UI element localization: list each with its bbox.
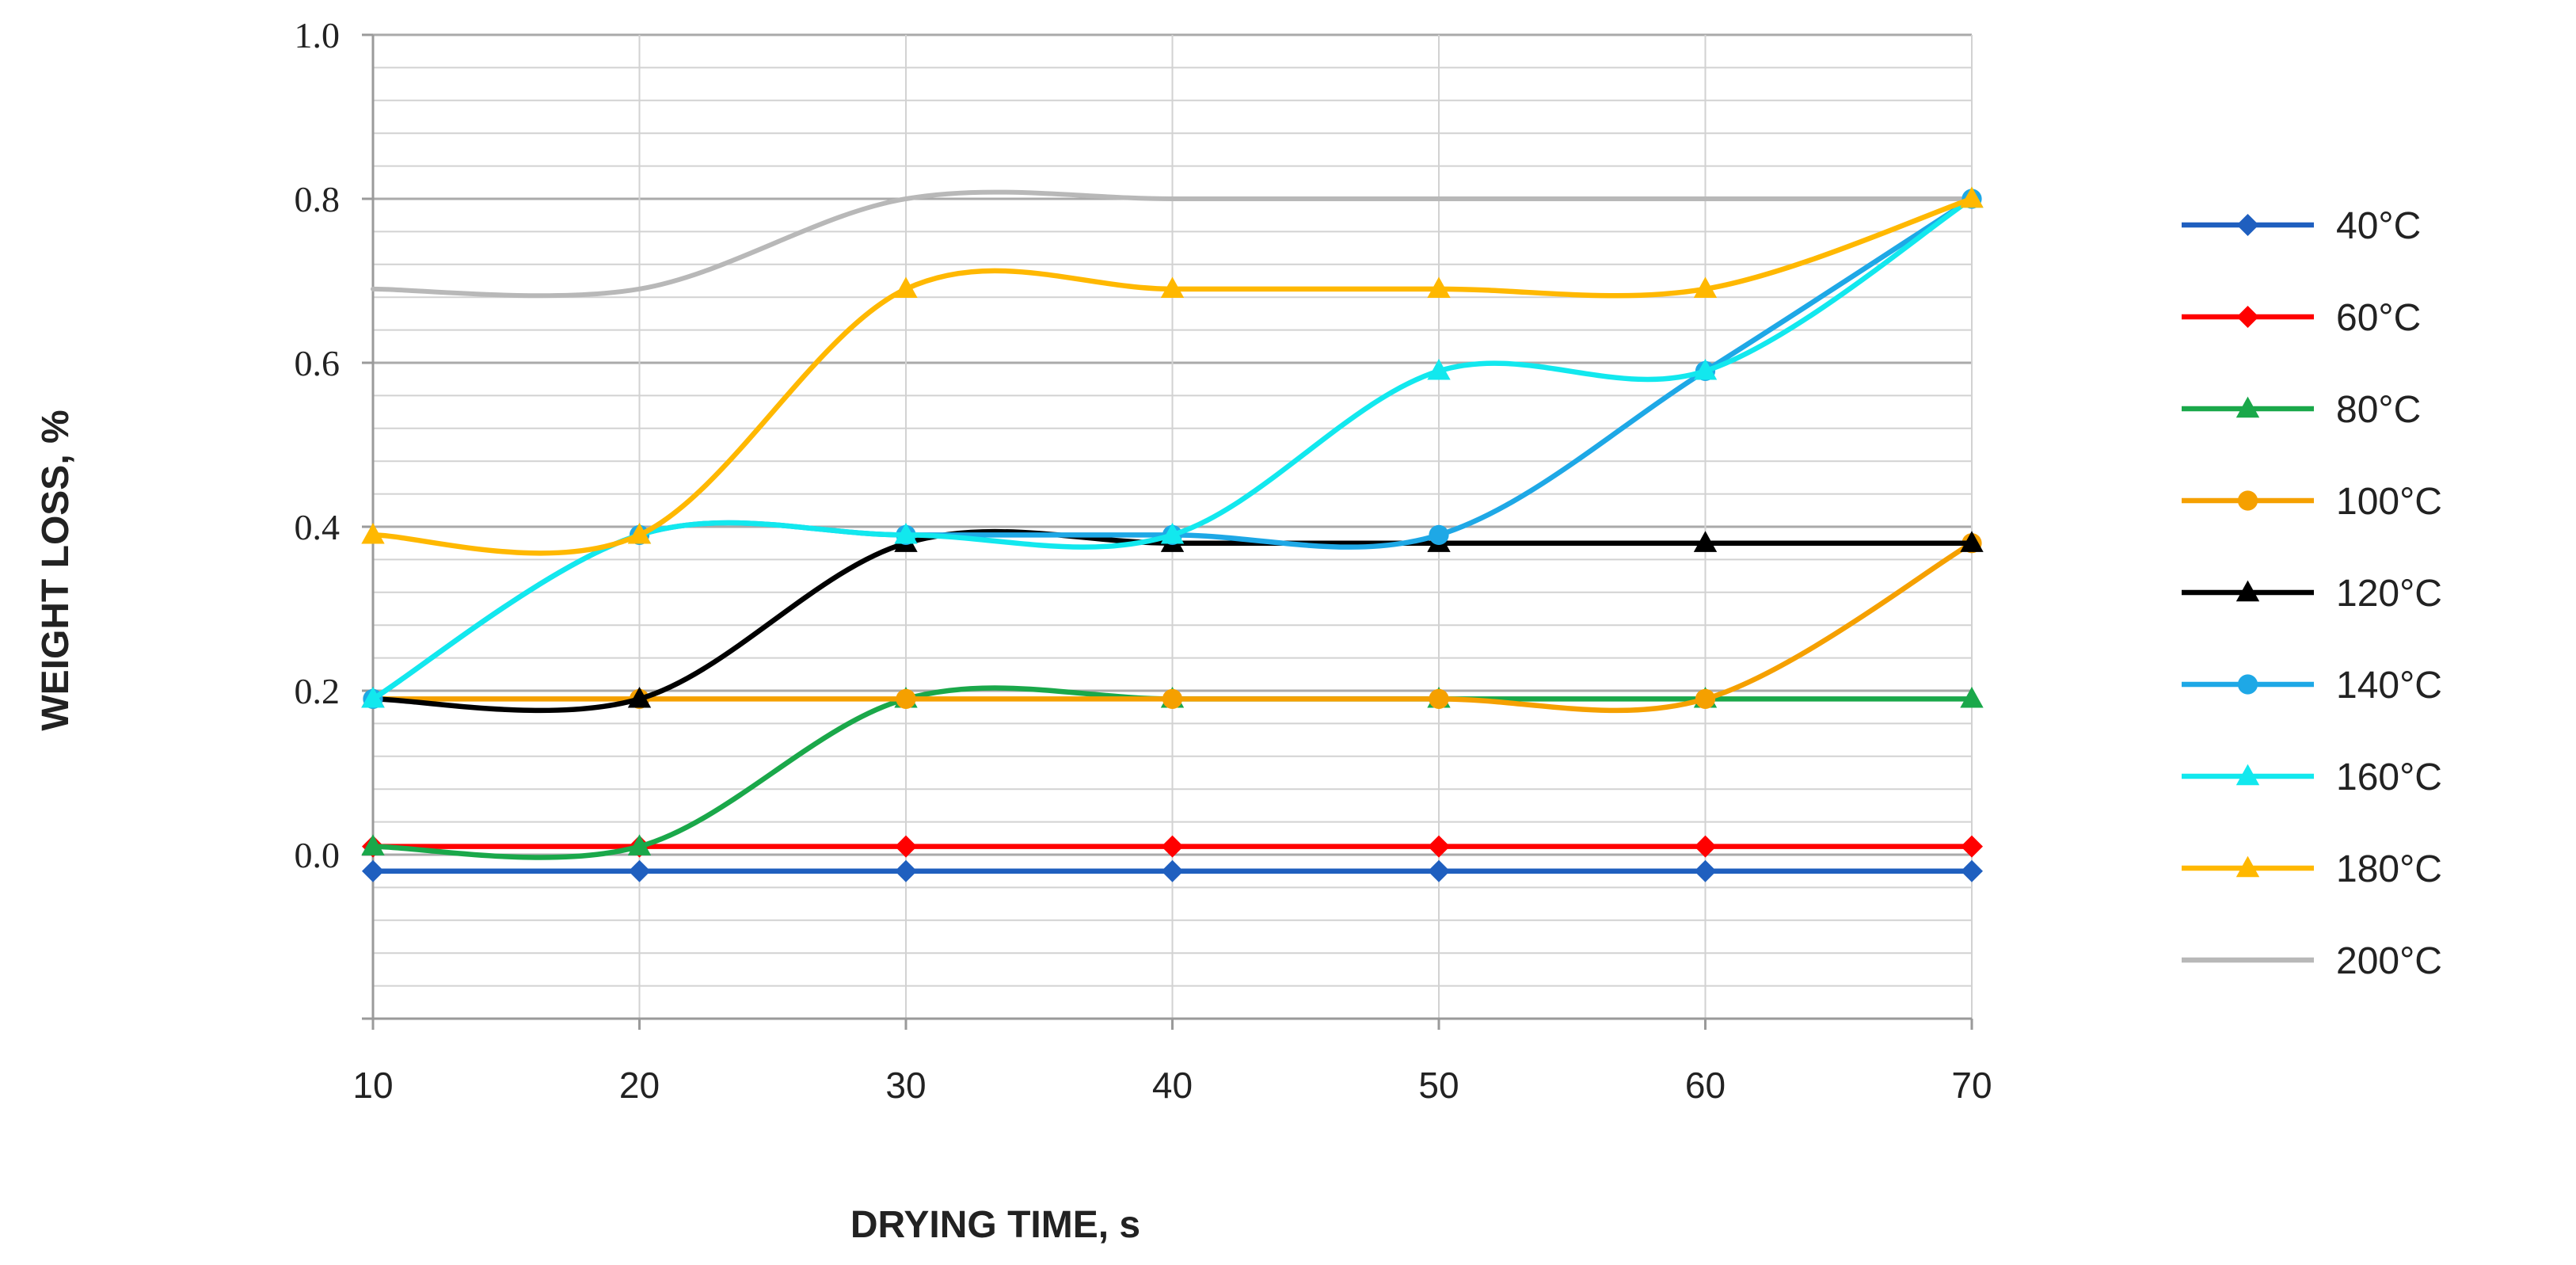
data-point	[627, 686, 652, 708]
legend-item-120c: 120°C	[2182, 573, 2442, 615]
legend-marker	[2237, 490, 2258, 511]
data-point	[1429, 688, 1449, 709]
data-point	[1960, 531, 1984, 552]
data-point	[1961, 859, 1983, 882]
data-point	[1960, 186, 1984, 208]
data-point	[1160, 522, 1185, 544]
data-point	[1160, 276, 1185, 299]
x-axis-title: DRYING TIME, s	[850, 1204, 1140, 1246]
legend-marker	[2237, 674, 2258, 695]
legend-marker	[2235, 396, 2260, 418]
data-point	[1693, 531, 1718, 552]
y-tick-label: 0.8	[295, 179, 341, 219]
legend-label: 80°C	[2336, 389, 2421, 431]
data-point	[1161, 835, 1184, 858]
data-point	[1428, 859, 1450, 882]
x-tick-label: 10	[352, 1065, 393, 1106]
data-point	[361, 522, 385, 544]
legend-marker	[2235, 855, 2260, 878]
y-axis-title: WEIGHT LOSS, %	[35, 410, 77, 730]
legend-item-180c: 180°C	[2182, 848, 2442, 890]
data-point	[1693, 276, 1718, 299]
legend-item-200c: 200°C	[2182, 940, 2442, 982]
data-point	[896, 688, 916, 709]
legend-marker	[2236, 214, 2259, 236]
legend-label: 160°C	[2336, 756, 2442, 798]
legend-label: 60°C	[2336, 297, 2421, 339]
y-tick-label: 0.0	[295, 835, 341, 875]
data-point	[361, 834, 385, 855]
data-point	[1694, 859, 1717, 882]
data-point	[1695, 688, 1716, 709]
data-point	[1161, 859, 1184, 882]
y-tick-label: 0.4	[295, 507, 341, 547]
legend-item-60c: 60°C	[2182, 297, 2421, 339]
data-point	[361, 686, 385, 708]
legend-item-140c: 140°C	[2182, 665, 2442, 707]
series-200c	[371, 189, 1974, 299]
legend-label: 40°C	[2336, 205, 2421, 247]
legend-marker	[2235, 764, 2260, 786]
legend-item-100c: 100°C	[2182, 481, 2442, 523]
data-point	[1162, 688, 1183, 709]
data-point	[628, 859, 651, 882]
legend-marker	[2236, 306, 2259, 328]
y-tick-label: 1.0	[295, 15, 341, 55]
x-tick-label: 20	[619, 1065, 660, 1106]
x-tick-label: 40	[1152, 1065, 1193, 1106]
legend-label: 200°C	[2336, 940, 2442, 982]
data-point	[1427, 358, 1451, 380]
x-tick-label: 30	[885, 1065, 926, 1106]
legend-label: 180°C	[2336, 848, 2442, 890]
x-tick-labels: 10 20 30 40 50 60 70	[352, 1065, 1992, 1106]
data-point	[895, 859, 917, 882]
legend-item-40c: 40°C	[2182, 205, 2421, 247]
y-tick-label: 0.2	[295, 671, 341, 711]
legend-label: 140°C	[2336, 665, 2442, 707]
series-40c	[362, 859, 1983, 882]
data-point	[1961, 835, 1983, 858]
y-tick-labels: 0.0 0.2 0.4 0.6 0.8 1.0	[295, 15, 341, 875]
series-lines	[361, 186, 1984, 882]
data-point	[894, 276, 918, 299]
legend-item-160c: 160°C	[2182, 756, 2442, 798]
legend-label: 120°C	[2336, 573, 2442, 615]
data-point	[362, 859, 384, 882]
series-180c	[361, 186, 1984, 556]
data-point	[1427, 276, 1451, 299]
data-point	[1694, 835, 1717, 858]
legend-marker	[2235, 580, 2260, 602]
x-tick-label: 60	[1685, 1065, 1726, 1106]
legend-label: 100°C	[2336, 481, 2442, 523]
data-point	[627, 834, 652, 855]
y-tick-label: 0.6	[295, 343, 341, 383]
series-line-200c	[371, 189, 1974, 299]
data-point	[1428, 835, 1450, 858]
data-point	[627, 522, 652, 544]
data-point	[894, 522, 918, 544]
x-tick-label: 70	[1951, 1065, 1992, 1106]
data-point	[1693, 358, 1718, 380]
data-point	[1429, 524, 1449, 545]
data-point	[1960, 686, 1984, 708]
legend: 40°C 60°C 80°C 100°C 120°C 140°C 160°C 180°C 200…	[2182, 205, 2442, 982]
data-point	[895, 835, 917, 858]
legend-item-80c: 80°C	[2182, 389, 2421, 431]
x-tick-label: 50	[1418, 1065, 1459, 1106]
